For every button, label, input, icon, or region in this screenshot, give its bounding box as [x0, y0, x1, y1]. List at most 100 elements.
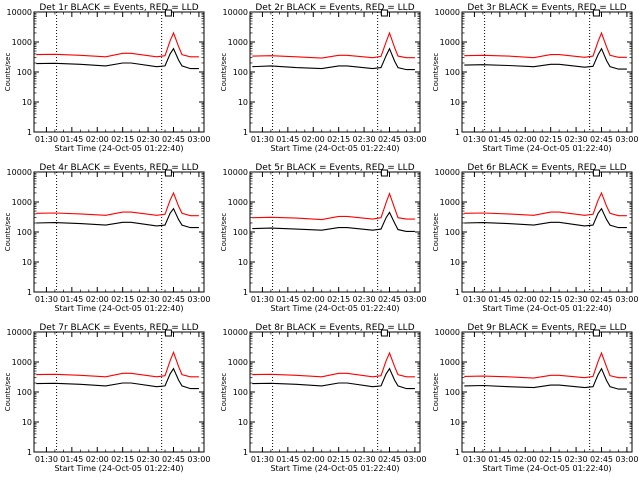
x-tick-label: 01:30 [35, 455, 58, 464]
y-tick-label: 100 [17, 68, 32, 77]
x-tick-label: 02:15 [327, 455, 350, 464]
x-tick-label: 03:00 [403, 455, 426, 464]
series-events-line [464, 207, 627, 229]
x-tick-label: 03:00 [187, 135, 210, 144]
x-tick-label: 03:00 [187, 295, 210, 304]
x-tick-label: 01:30 [251, 295, 274, 304]
y-tick-label: 1 [455, 128, 460, 137]
interval-marker-box [380, 169, 388, 177]
y-tick-label: 1000 [12, 198, 32, 207]
x-axis-label: Start Time (24-Oct-05 01:22:40) [54, 304, 183, 313]
y-tick-label: 1 [243, 128, 248, 137]
y-tick-label: 1 [455, 448, 460, 457]
x-axis-label: Start Time (24-Oct-05 01:22:40) [482, 304, 611, 313]
x-axis-label: Start Time (24-Oct-05 01:22:40) [270, 304, 399, 313]
y-tick-label: 100 [445, 68, 460, 77]
y-axis-label: Counts/sec [432, 53, 440, 92]
x-tick-label: 02:00 [302, 455, 325, 464]
x-tick-label: 02:15 [539, 455, 562, 464]
x-axis-label: Start Time (24-Oct-05 01:22:40) [482, 144, 611, 153]
x-tick-label: 02:00 [86, 135, 109, 144]
x-tick-label: 01:30 [251, 135, 274, 144]
chart-panel-3: Det 3r BLACK = Events, RED = LLD 1 10 100 10… [432, 3, 638, 153]
series-lld-line [252, 191, 415, 221]
chart-title: Det 4r BLACK = Events, RED = LLD [39, 163, 198, 173]
chart-title: Det 7r BLACK = Events, RED = LLD [39, 323, 198, 333]
x-tick-label: 02:15 [111, 455, 134, 464]
interval-marker-box [380, 9, 388, 17]
series-lld-line [36, 31, 199, 58]
x-tick-label: 01:30 [463, 135, 486, 144]
interval-marker-box [164, 169, 172, 177]
plot-frame [249, 331, 421, 453]
plot-frame [461, 171, 633, 293]
series-lld-line [36, 350, 199, 378]
y-tick-label: 1000 [228, 198, 248, 207]
x-tick-label: 02:15 [111, 295, 134, 304]
y-tick-label: 10 [22, 418, 32, 427]
y-tick-label: 1 [27, 448, 32, 457]
x-tick-label: 02:15 [539, 295, 562, 304]
x-tick-label: 02:00 [86, 295, 109, 304]
series-events-line [36, 207, 199, 229]
series-events-line [464, 47, 627, 70]
y-tick-label: 10 [238, 258, 248, 267]
series-events-line [252, 367, 415, 390]
chart-title: Det 9r BLACK = Events, RED = LLD [467, 323, 626, 333]
x-tick-label: 03:00 [187, 455, 210, 464]
plot-frame [249, 11, 421, 133]
x-axis-label: Start Time (24-Oct-05 01:22:40) [54, 464, 183, 473]
y-tick-label: 100 [445, 228, 460, 237]
y-tick-label: 10000 [435, 328, 460, 337]
y-tick-label: 1000 [440, 358, 460, 367]
plot-frame [461, 11, 633, 133]
series-events-line [252, 47, 415, 71]
interval-marker-box [592, 9, 600, 17]
x-tick-label: 01:45 [276, 135, 299, 144]
chart-title: Det 6r BLACK = Events, RED = LLD [467, 163, 626, 173]
x-tick-label: 01:45 [276, 295, 299, 304]
x-tick-label: 01:30 [251, 455, 274, 464]
plot-frame [249, 171, 421, 293]
chart-title: Det 3r BLACK = Events, RED = LLD [467, 3, 626, 13]
x-tick-label: 03:00 [615, 295, 638, 304]
x-tick-label: 02:30 [137, 455, 160, 464]
y-axis-label: Counts/sec [4, 213, 12, 252]
series-events-line [464, 367, 627, 390]
x-tick-label: 01:30 [35, 135, 58, 144]
y-tick-label: 1000 [440, 38, 460, 47]
x-tick-label: 01:30 [35, 295, 58, 304]
x-tick-label: 03:00 [615, 455, 638, 464]
y-tick-label: 100 [445, 388, 460, 397]
x-tick-label: 02:45 [378, 295, 401, 304]
x-tick-label: 02:30 [565, 455, 588, 464]
y-tick-label: 100 [233, 228, 248, 237]
x-tick-label: 02:00 [514, 135, 537, 144]
chart-panel-5: Det 5r BLACK = Events, RED = LLD 1 10 100 10… [220, 163, 426, 313]
y-tick-label: 1000 [12, 358, 32, 367]
plot-frame [461, 331, 633, 453]
chart-title: Det 5r BLACK = Events, RED = LLD [255, 163, 414, 173]
y-tick-label: 10 [450, 418, 460, 427]
y-tick-label: 10 [238, 98, 248, 107]
x-tick-label: 03:00 [403, 295, 426, 304]
y-tick-label: 100 [233, 68, 248, 77]
chart-panel-6: Det 6r BLACK = Events, RED = LLD 1 10 100 10… [432, 163, 638, 313]
x-tick-label: 02:00 [302, 135, 325, 144]
y-tick-label: 10 [450, 258, 460, 267]
y-tick-label: 10 [238, 418, 248, 427]
plot-frame [33, 171, 205, 293]
y-tick-label: 10000 [7, 328, 32, 337]
interval-marker-box [380, 329, 388, 337]
interval-marker-box [164, 329, 172, 337]
x-axis-label: Start Time (24-Oct-05 01:22:40) [270, 464, 399, 473]
y-tick-label: 1 [27, 128, 32, 137]
y-tick-label: 1 [243, 288, 248, 297]
y-tick-label: 100 [17, 388, 32, 397]
series-lld-line [464, 191, 627, 217]
y-tick-label: 100 [233, 388, 248, 397]
x-tick-label: 02:30 [353, 455, 376, 464]
y-axis-label: Counts/sec [4, 53, 12, 92]
y-axis-label: Counts/sec [220, 53, 228, 92]
